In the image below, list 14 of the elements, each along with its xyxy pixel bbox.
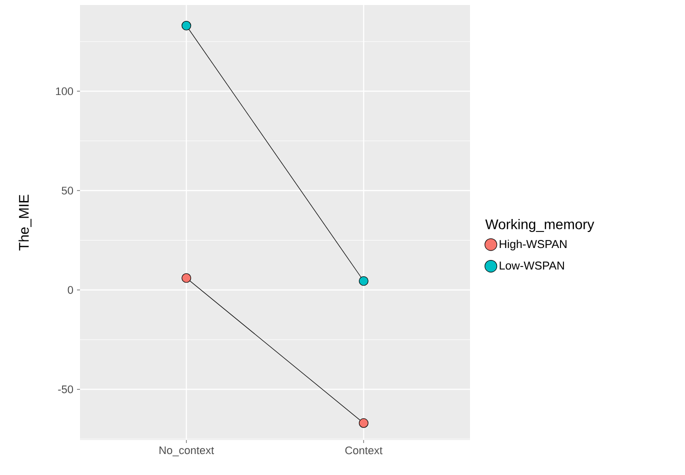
y-axis-title: The_MIE: [18, 194, 32, 250]
y-tick-label: -50: [58, 385, 74, 394]
point: [358, 418, 368, 428]
y-tick-label: 50: [62, 186, 74, 194]
legend-label: High-WSPAN: [500, 240, 566, 250]
point: [182, 273, 192, 283]
y-tick-label: 100: [56, 87, 74, 96]
x-tick-label: No_context: [160, 446, 214, 456]
y-tick-label: 0: [68, 286, 74, 294]
legend-label: Low-WSPAN: [500, 262, 564, 270]
point: [358, 276, 368, 286]
point: [182, 20, 192, 30]
x-tick-label: Context: [345, 446, 382, 454]
legend-title: Working_memory: [485, 219, 594, 232]
